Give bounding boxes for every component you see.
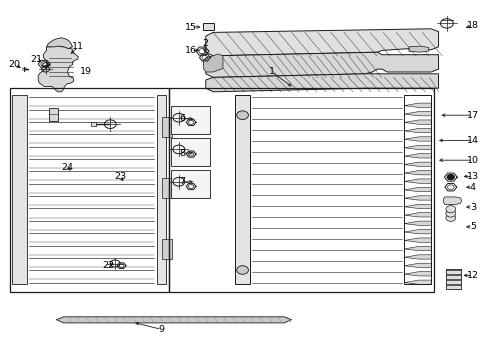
Polygon shape: [443, 197, 462, 204]
Bar: [171, 106, 210, 134]
Text: 8: 8: [179, 149, 185, 158]
Text: 3: 3: [470, 202, 476, 211]
Polygon shape: [404, 112, 431, 116]
Bar: [235, 95, 250, 284]
Polygon shape: [404, 213, 431, 217]
Polygon shape: [404, 187, 431, 192]
Circle shape: [447, 175, 454, 180]
Bar: [157, 95, 166, 284]
Text: 19: 19: [80, 68, 92, 77]
Polygon shape: [38, 45, 78, 92]
Text: 17: 17: [467, 111, 479, 120]
Text: 11: 11: [73, 42, 84, 51]
Text: 16: 16: [185, 46, 197, 55]
Text: 20: 20: [9, 60, 21, 69]
Bar: [446, 280, 461, 284]
Text: 22: 22: [102, 261, 114, 270]
Bar: [12, 95, 27, 284]
Polygon shape: [404, 154, 431, 158]
Text: 6: 6: [179, 114, 185, 123]
Text: 2: 2: [202, 39, 208, 48]
Polygon shape: [404, 280, 431, 284]
Bar: [169, 88, 434, 292]
Polygon shape: [404, 120, 431, 124]
Bar: [446, 270, 461, 274]
Text: 10: 10: [467, 156, 479, 165]
Polygon shape: [47, 38, 73, 49]
Bar: [171, 170, 210, 198]
Circle shape: [237, 266, 248, 274]
Text: 1: 1: [269, 68, 275, 77]
Bar: [10, 88, 169, 292]
Polygon shape: [404, 196, 431, 200]
Circle shape: [446, 206, 456, 213]
Circle shape: [446, 214, 456, 221]
Polygon shape: [206, 29, 439, 56]
Polygon shape: [56, 317, 292, 323]
Polygon shape: [404, 145, 431, 149]
Bar: [162, 178, 172, 198]
Polygon shape: [404, 179, 431, 183]
Text: 7: 7: [179, 177, 185, 186]
Bar: [162, 239, 172, 259]
Bar: [203, 23, 214, 30]
Polygon shape: [404, 230, 431, 234]
Text: 5: 5: [470, 222, 476, 231]
Text: 9: 9: [159, 325, 165, 334]
Text: 14: 14: [467, 136, 479, 145]
Text: 12: 12: [467, 271, 479, 280]
Polygon shape: [404, 238, 431, 242]
Circle shape: [237, 111, 248, 120]
Polygon shape: [404, 255, 431, 259]
Polygon shape: [409, 46, 429, 52]
Text: 21: 21: [31, 55, 43, 64]
Bar: [446, 285, 461, 289]
Polygon shape: [404, 137, 431, 141]
Text: 15: 15: [185, 22, 197, 31]
Text: 13: 13: [467, 172, 479, 181]
Bar: [446, 275, 461, 279]
Polygon shape: [404, 129, 431, 133]
Polygon shape: [206, 52, 439, 77]
Polygon shape: [404, 246, 431, 251]
Bar: [404, 95, 431, 284]
Bar: [49, 108, 58, 121]
Polygon shape: [404, 272, 431, 276]
Circle shape: [446, 210, 456, 217]
Polygon shape: [404, 263, 431, 267]
Text: 24: 24: [62, 163, 74, 172]
Polygon shape: [404, 204, 431, 208]
Text: 23: 23: [114, 172, 126, 181]
Bar: [171, 138, 210, 166]
Text: 18: 18: [467, 21, 479, 30]
Polygon shape: [404, 162, 431, 166]
Polygon shape: [404, 103, 431, 107]
Bar: [91, 122, 96, 126]
Polygon shape: [203, 54, 223, 72]
Bar: [162, 117, 172, 137]
Polygon shape: [404, 221, 431, 225]
Polygon shape: [206, 74, 439, 92]
Polygon shape: [404, 171, 431, 175]
Text: 4: 4: [470, 183, 476, 192]
